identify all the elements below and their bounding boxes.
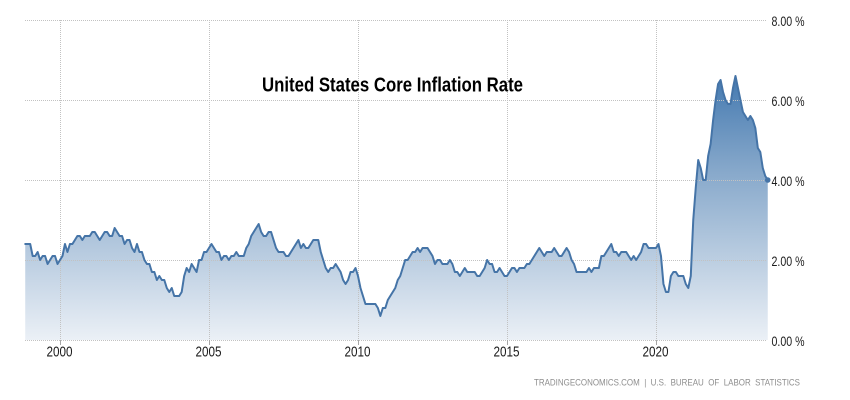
svg-text:4.00 %: 4.00 %: [772, 173, 805, 189]
svg-text:8.00 %: 8.00 %: [772, 13, 805, 29]
svg-text:2020: 2020: [643, 344, 669, 361]
svg-text:0.00 %: 0.00 %: [772, 333, 805, 349]
svg-text:2000: 2000: [47, 344, 73, 361]
svg-text:2005: 2005: [196, 344, 222, 361]
svg-text:United States Core Inflation R: United States Core Inflation Rate: [262, 75, 523, 97]
svg-text:TRADINGECONOMICS.COM | U.S.: TRADINGECONOMICS.COM | U.S. BUREAU OF LA…: [534, 378, 800, 388]
svg-text:2015: 2015: [494, 344, 520, 361]
svg-text:2010: 2010: [345, 344, 371, 361]
svg-text:2.00 %: 2.00 %: [772, 253, 805, 269]
svg-text:6.00 %: 6.00 %: [772, 93, 805, 109]
